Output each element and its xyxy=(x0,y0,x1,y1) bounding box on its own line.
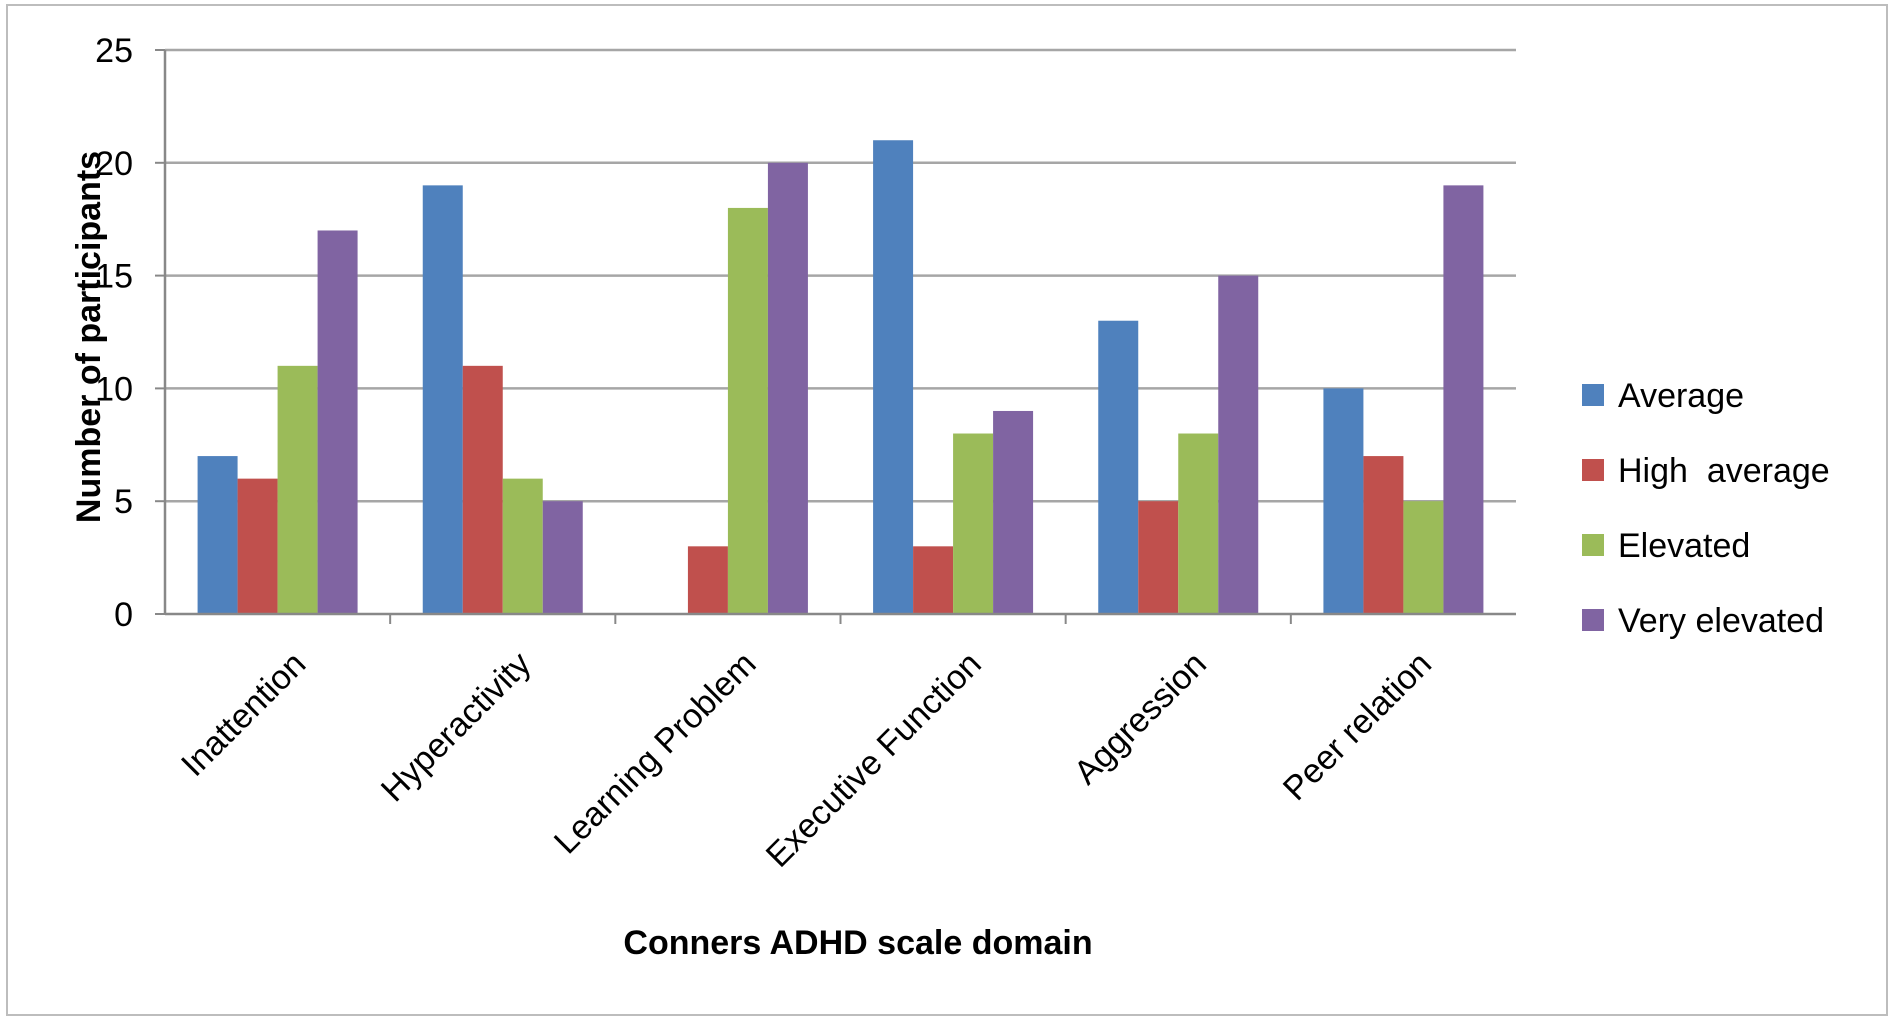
bar-very-elevated-hyperactivity xyxy=(542,501,583,614)
bar-elevated-peer-relation xyxy=(1403,501,1444,614)
legend: Average High average Elevated Very elevated xyxy=(1582,377,1830,640)
bar-elevated-inattention xyxy=(277,365,318,614)
bar-average-aggression xyxy=(1098,320,1139,614)
y-tick-label: 10 xyxy=(95,370,133,408)
bar-average-peer-relation xyxy=(1323,388,1364,614)
x-tick-labels: Inattention Hyperactivity Learning Problem… xyxy=(174,614,1439,875)
x-tick-label: Executive Function xyxy=(759,645,989,875)
x-tick-label: Peer relation xyxy=(1276,645,1439,808)
legend-label: Very elevated xyxy=(1618,602,1824,640)
y-tick-labels: 0 5 10 15 20 25 xyxy=(95,32,133,634)
bar-high-average-aggression xyxy=(1138,501,1179,614)
y-tick-label: 25 xyxy=(95,32,133,70)
legend-swatch xyxy=(1582,534,1604,556)
bar-very-elevated-inattention xyxy=(317,230,358,615)
gridlines xyxy=(155,48,1516,615)
bar-average-executive-function xyxy=(873,140,914,615)
bar-high-average-hyperactivity xyxy=(462,365,503,614)
x-tick-label: Aggression xyxy=(1067,645,1214,792)
legend-swatch xyxy=(1582,384,1604,406)
bar-average-hyperactivity xyxy=(422,185,463,615)
x-tick-label: Inattention xyxy=(174,645,313,784)
y-tick-label: 5 xyxy=(114,483,133,521)
bar-high-average-inattention xyxy=(237,478,278,614)
legend-label: Elevated xyxy=(1618,527,1750,565)
legend-label: Average xyxy=(1618,377,1744,415)
bar-high-average-learning-problem xyxy=(687,546,728,614)
bar-high-average-executive-function xyxy=(913,546,954,614)
bar-average-inattention xyxy=(197,456,238,614)
x-axis-title: Conners ADHD scale domain xyxy=(623,924,1092,962)
legend-label: High average xyxy=(1618,452,1830,490)
bar-very-elevated-peer-relation xyxy=(1443,185,1484,615)
y-axis-title: Number of participants xyxy=(70,151,108,523)
bars xyxy=(197,140,1484,615)
legend-swatch xyxy=(1582,609,1604,631)
bar-elevated-hyperactivity xyxy=(502,478,543,614)
bar-elevated-aggression xyxy=(1178,433,1219,614)
bar-elevated-executive-function xyxy=(953,433,994,614)
legend-swatch xyxy=(1582,459,1604,481)
y-tick-label: 15 xyxy=(95,258,133,296)
bar-very-elevated-executive-function xyxy=(993,410,1034,614)
bar-elevated-learning-problem xyxy=(727,207,768,615)
bar-very-elevated-learning-problem xyxy=(767,162,808,615)
y-tick-label: 20 xyxy=(95,145,133,183)
bar-high-average-peer-relation xyxy=(1363,456,1404,614)
y-tick-label: 0 xyxy=(114,596,133,634)
x-tick-label: Hyperactivity xyxy=(374,645,538,809)
bar-very-elevated-aggression xyxy=(1218,275,1259,614)
x-tick-label: Learning Problem xyxy=(547,645,764,862)
